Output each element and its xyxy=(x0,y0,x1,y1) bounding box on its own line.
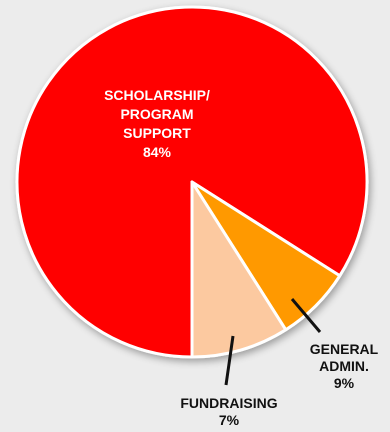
leader-lines xyxy=(224,298,322,386)
pie-slice-general-admin xyxy=(190,180,288,359)
slice-name-line: ADMIN. xyxy=(319,358,369,374)
slice-value-label: 84% xyxy=(143,144,172,160)
leader-line-fundraising xyxy=(224,335,235,386)
leader-line-general-admin xyxy=(290,298,322,333)
slice-labels: SCHOLARSHIP/PROGRAM SUPPORT 84% FUNDRAISING… xyxy=(104,87,379,428)
pie-slices xyxy=(15,5,369,359)
slice-label-scholarship-program-support: SCHOLARSHIP/PROGRAM SUPPORT 84% xyxy=(104,87,210,160)
slice-name-line: GENERAL xyxy=(310,341,379,357)
slice-value-label: 9% xyxy=(334,375,355,391)
slice-name-line: PROGRAM xyxy=(120,106,193,122)
slice-name-line: FUNDRAISING xyxy=(180,395,277,411)
slice-name-line: SUPPORT xyxy=(123,125,191,141)
slice-label-fundraising: FUNDRAISING 7% xyxy=(180,395,277,427)
slice-label-general-admin: GENERAL ADMIN. 9% xyxy=(310,341,379,391)
slice-name-line: SCHOLARSHIP/ xyxy=(104,87,210,103)
slice-value-label: 7% xyxy=(219,412,240,427)
